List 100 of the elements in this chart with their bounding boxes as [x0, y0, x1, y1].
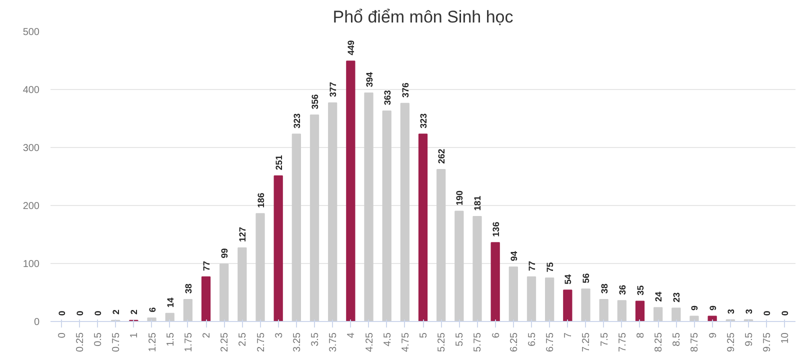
- data-label: 323: [418, 113, 428, 128]
- x-tick-label: 1.75: [183, 332, 194, 352]
- x-tick-label: 5.5: [454, 332, 466, 346]
- x-tick-label: 5.25: [436, 332, 448, 352]
- data-label: 2: [129, 310, 140, 315]
- bar: [490, 242, 500, 322]
- data-label: 186: [256, 192, 266, 208]
- data-label: 2: [111, 310, 122, 315]
- data-label: 356: [310, 94, 320, 110]
- bar: [220, 264, 229, 322]
- x-tick-label: 2.25: [220, 332, 231, 352]
- x-tick-label: 6.5: [526, 332, 538, 346]
- bar: [563, 290, 572, 322]
- x-tick-label: 0.5: [93, 332, 104, 346]
- x-tick-label: 0.75: [111, 332, 122, 352]
- bar: [310, 114, 320, 322]
- x-tick-label: 5.75: [472, 332, 484, 352]
- bar: [183, 298, 192, 322]
- data-label: 136: [490, 222, 501, 237]
- data-label: 394: [364, 72, 374, 88]
- data-label: 54: [563, 274, 574, 284]
- data-label: 23: [672, 292, 682, 302]
- x-tick-label: 2.75: [256, 332, 267, 352]
- data-label: 376: [400, 82, 410, 98]
- data-label: 9: [690, 305, 700, 310]
- x-tick-label: 4.25: [364, 332, 376, 352]
- x-tick-label: 3.75: [328, 332, 340, 352]
- bar: [201, 276, 211, 322]
- bar: [274, 175, 283, 322]
- data-label: 3: [744, 308, 754, 314]
- data-label: 94: [508, 251, 519, 262]
- data-label: 0: [780, 310, 790, 316]
- y-tick-label: 400: [22, 85, 40, 96]
- x-tick-label: 6.75: [545, 332, 556, 352]
- bar: [400, 102, 410, 322]
- data-label: 6: [147, 307, 158, 312]
- data-label: 0: [93, 310, 104, 316]
- data-label: 127: [238, 227, 248, 242]
- bar: [328, 102, 338, 322]
- x-tick-label: 7.5: [599, 332, 610, 346]
- data-label: 77: [526, 261, 537, 272]
- data-label: 190: [454, 190, 465, 206]
- x-tick-label: 3: [274, 332, 285, 338]
- bar: [581, 288, 590, 322]
- bar: [256, 213, 265, 322]
- data-label: 3: [726, 308, 736, 314]
- x-tick-label: 6: [490, 332, 502, 338]
- bar: [238, 247, 247, 322]
- x-tick-label: 0.25: [74, 332, 86, 352]
- x-tick-label: 8: [635, 332, 646, 338]
- data-label: 99: [220, 248, 230, 258]
- bar: [635, 300, 645, 322]
- x-tick-label: 4.5: [382, 332, 394, 346]
- bar: [654, 307, 663, 322]
- data-label: 251: [274, 155, 284, 170]
- bar: [617, 300, 626, 322]
- x-tick-label: 9.75: [762, 332, 774, 352]
- data-label: 77: [202, 261, 212, 272]
- data-label: 35: [635, 285, 646, 296]
- bar: [364, 92, 374, 322]
- bar: [672, 308, 681, 322]
- bar: [418, 134, 428, 322]
- data-label: 38: [183, 284, 194, 294]
- x-tick-label: 9: [708, 332, 719, 338]
- data-label: 75: [545, 262, 556, 272]
- x-tick-label: 7.25: [581, 332, 592, 352]
- x-tick-label: 1: [129, 332, 140, 338]
- bar: [292, 134, 301, 322]
- bar: [599, 298, 608, 322]
- data-label: 56: [581, 273, 592, 284]
- data-label: 38: [599, 284, 610, 294]
- x-tick-label: 1.5: [165, 332, 176, 346]
- data-label: 323: [292, 113, 302, 128]
- y-tick-label: 500: [22, 27, 40, 38]
- data-label: 24: [654, 292, 664, 302]
- x-tick-label: 4: [346, 332, 358, 338]
- x-tick-label: 8.75: [690, 332, 701, 352]
- x-tick-label: 7.75: [617, 332, 628, 352]
- y-tick-label: 100: [22, 259, 40, 270]
- x-tick-label: 8.5: [672, 332, 683, 346]
- data-label: 262: [436, 148, 447, 164]
- bar: [545, 278, 554, 322]
- data-label: 363: [382, 90, 392, 106]
- bar: [526, 276, 536, 322]
- y-tick-label: 300: [22, 143, 40, 154]
- data-label: 0: [762, 310, 772, 316]
- x-tick-label: 2.5: [238, 332, 249, 346]
- bar: [346, 60, 356, 322]
- data-label: 0: [56, 310, 67, 316]
- data-label: 14: [165, 298, 176, 308]
- x-tick-label: 9.25: [726, 332, 737, 352]
- chart-title: Phổ điểm môn Sinh học: [332, 8, 514, 26]
- bar: [454, 210, 464, 322]
- data-label: 9: [708, 305, 718, 310]
- bar: [472, 216, 482, 322]
- x-tick-label: 10: [780, 332, 792, 344]
- bar: [382, 110, 392, 322]
- data-label: 377: [328, 82, 338, 98]
- x-tick-label: 0: [56, 332, 68, 338]
- data-label: 181: [472, 196, 483, 211]
